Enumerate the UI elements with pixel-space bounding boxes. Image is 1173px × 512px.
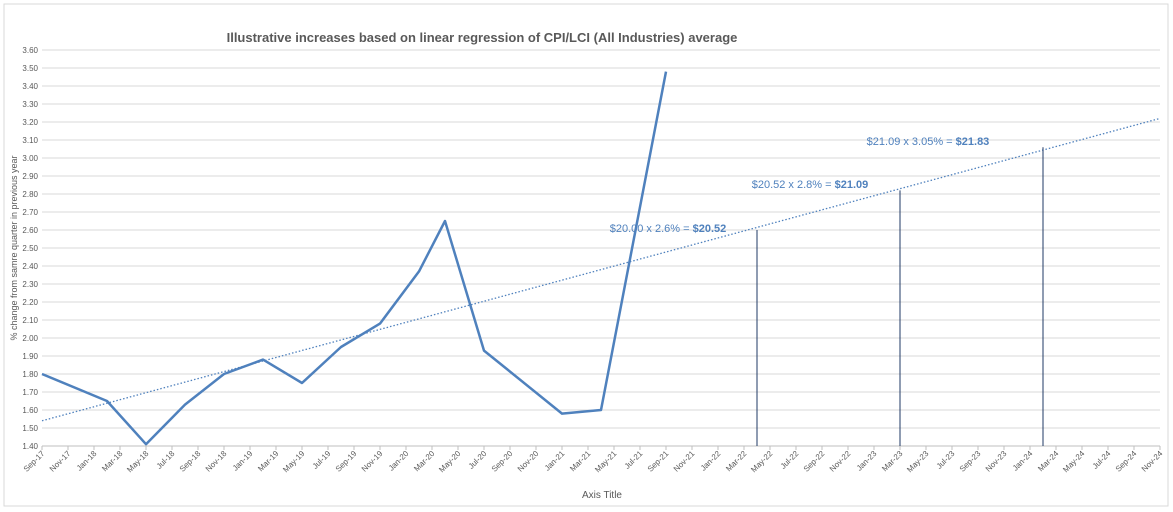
y-tick-label: 2.90: [22, 172, 38, 181]
y-tick-label: 1.60: [22, 406, 38, 415]
y-tick-label: 1.90: [22, 352, 38, 361]
y-tick-label: 3.40: [22, 82, 38, 91]
y-tick-label: 3.20: [22, 118, 38, 127]
trend-line: [41, 117, 1161, 422]
y-tick-label: 3.30: [22, 100, 38, 109]
annotation-text: $20.00 x 2.6% =: [610, 223, 693, 235]
y-tick-label: 2.30: [22, 280, 38, 289]
annotation-text: $21.09 x 3.05% =: [867, 136, 956, 148]
y-tick-label: 2.60: [22, 226, 38, 235]
y-tick-label: 3.10: [22, 136, 38, 145]
y-tick-label: 1.40: [22, 442, 38, 451]
data-line: [41, 71, 668, 446]
annotation: $20.00 x 2.6% = $20.52: [610, 223, 727, 235]
x-axis-title: Axis Title: [582, 490, 622, 501]
annotation-result: $20.52: [693, 223, 727, 235]
y-tick-label: 2.50: [22, 244, 38, 253]
chart-border: [3, 3, 1169, 507]
y-tick-label: 1.50: [22, 424, 38, 433]
y-tick-label: 2.10: [22, 316, 38, 325]
annotation-result: $21.09: [835, 179, 869, 191]
y-tick-label: 1.70: [22, 388, 38, 397]
annotation: $21.09 x 3.05% = $21.83: [867, 136, 990, 148]
y-tick-label: 2.70: [22, 208, 38, 217]
y-tick-label: 3.50: [22, 64, 38, 73]
y-tick-label: 1.80: [22, 370, 38, 379]
y-tick-label: 2.40: [22, 262, 38, 271]
y-tick-label: 2.00: [22, 334, 38, 343]
y-tick-label: 3.60: [22, 46, 38, 55]
y-tick-label: 2.80: [22, 190, 38, 199]
annotation-text: $20.52 x 2.8% =: [752, 179, 835, 191]
y-axis-title: % change from samre quarter in previous …: [9, 155, 19, 340]
annotation-result: $21.83: [956, 136, 990, 148]
y-tick-label: 2.20: [22, 298, 38, 307]
annotation: $20.52 x 2.8% = $21.09: [752, 179, 869, 191]
y-tick-label: 3.00: [22, 154, 38, 163]
chart-title: Illustrative increases based on linear r…: [227, 30, 738, 45]
